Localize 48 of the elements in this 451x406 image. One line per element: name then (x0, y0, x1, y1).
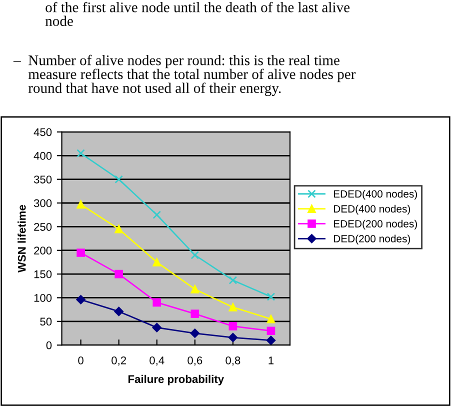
y-tick-label: 200 (34, 246, 52, 254)
point (114, 270, 124, 278)
x-tick-label: 0 (78, 356, 84, 364)
legend-label: DED(400 nodes) (334, 204, 410, 215)
point (228, 322, 238, 330)
x-tick-label: 0,6 (188, 356, 202, 366)
point (76, 295, 86, 304)
y-axis-title: WSN lifetime (18, 204, 26, 272)
x-tick-label: 0,8 (226, 356, 240, 366)
point (266, 314, 276, 324)
legend-label: EDED(400 nodes) (334, 190, 417, 200)
point (152, 210, 162, 220)
point (266, 292, 276, 301)
x-tick-label: 1 (268, 356, 274, 364)
point (190, 250, 200, 260)
y-tick-label: 450 (34, 128, 52, 136)
point (266, 336, 276, 345)
point (152, 322, 162, 332)
y-tick-label: 400 (34, 152, 52, 160)
point (228, 303, 238, 312)
point (152, 258, 162, 266)
x-tick-label: 0,4 (150, 356, 164, 366)
legend-label: DED(200 nodes) (334, 234, 410, 244)
y-tick-label: 0 (46, 341, 52, 350)
legend-label: EDED(200 nodes) (334, 220, 417, 230)
y-tick-label: 100 (34, 294, 52, 302)
point (190, 310, 200, 318)
point (228, 276, 238, 284)
y-tick-label: 300 (34, 199, 52, 208)
text: of the first alive node until the death of the last alive node (45, 2, 350, 26)
point (114, 224, 124, 234)
point (76, 149, 85, 158)
point (190, 285, 200, 294)
y-tick-label: 150 (34, 270, 52, 278)
x-axis-title: Failure probability (128, 374, 224, 386)
point (228, 332, 238, 342)
point (152, 298, 162, 307)
point (114, 306, 124, 316)
point (190, 328, 200, 338)
y-tick-label: 250 (34, 222, 52, 231)
text: – Number of alive nodes per round: this is the real time measure reflects that the total number of alive nodes per round that have not used all of their energy. (13, 54, 356, 96)
y-tick-label: 350 (34, 176, 52, 184)
point (76, 248, 85, 257)
point (114, 175, 124, 184)
point (266, 326, 276, 336)
x-tick-label: 0,2 (112, 356, 126, 366)
y-tick-label: 50 (40, 318, 52, 326)
point (76, 200, 85, 209)
